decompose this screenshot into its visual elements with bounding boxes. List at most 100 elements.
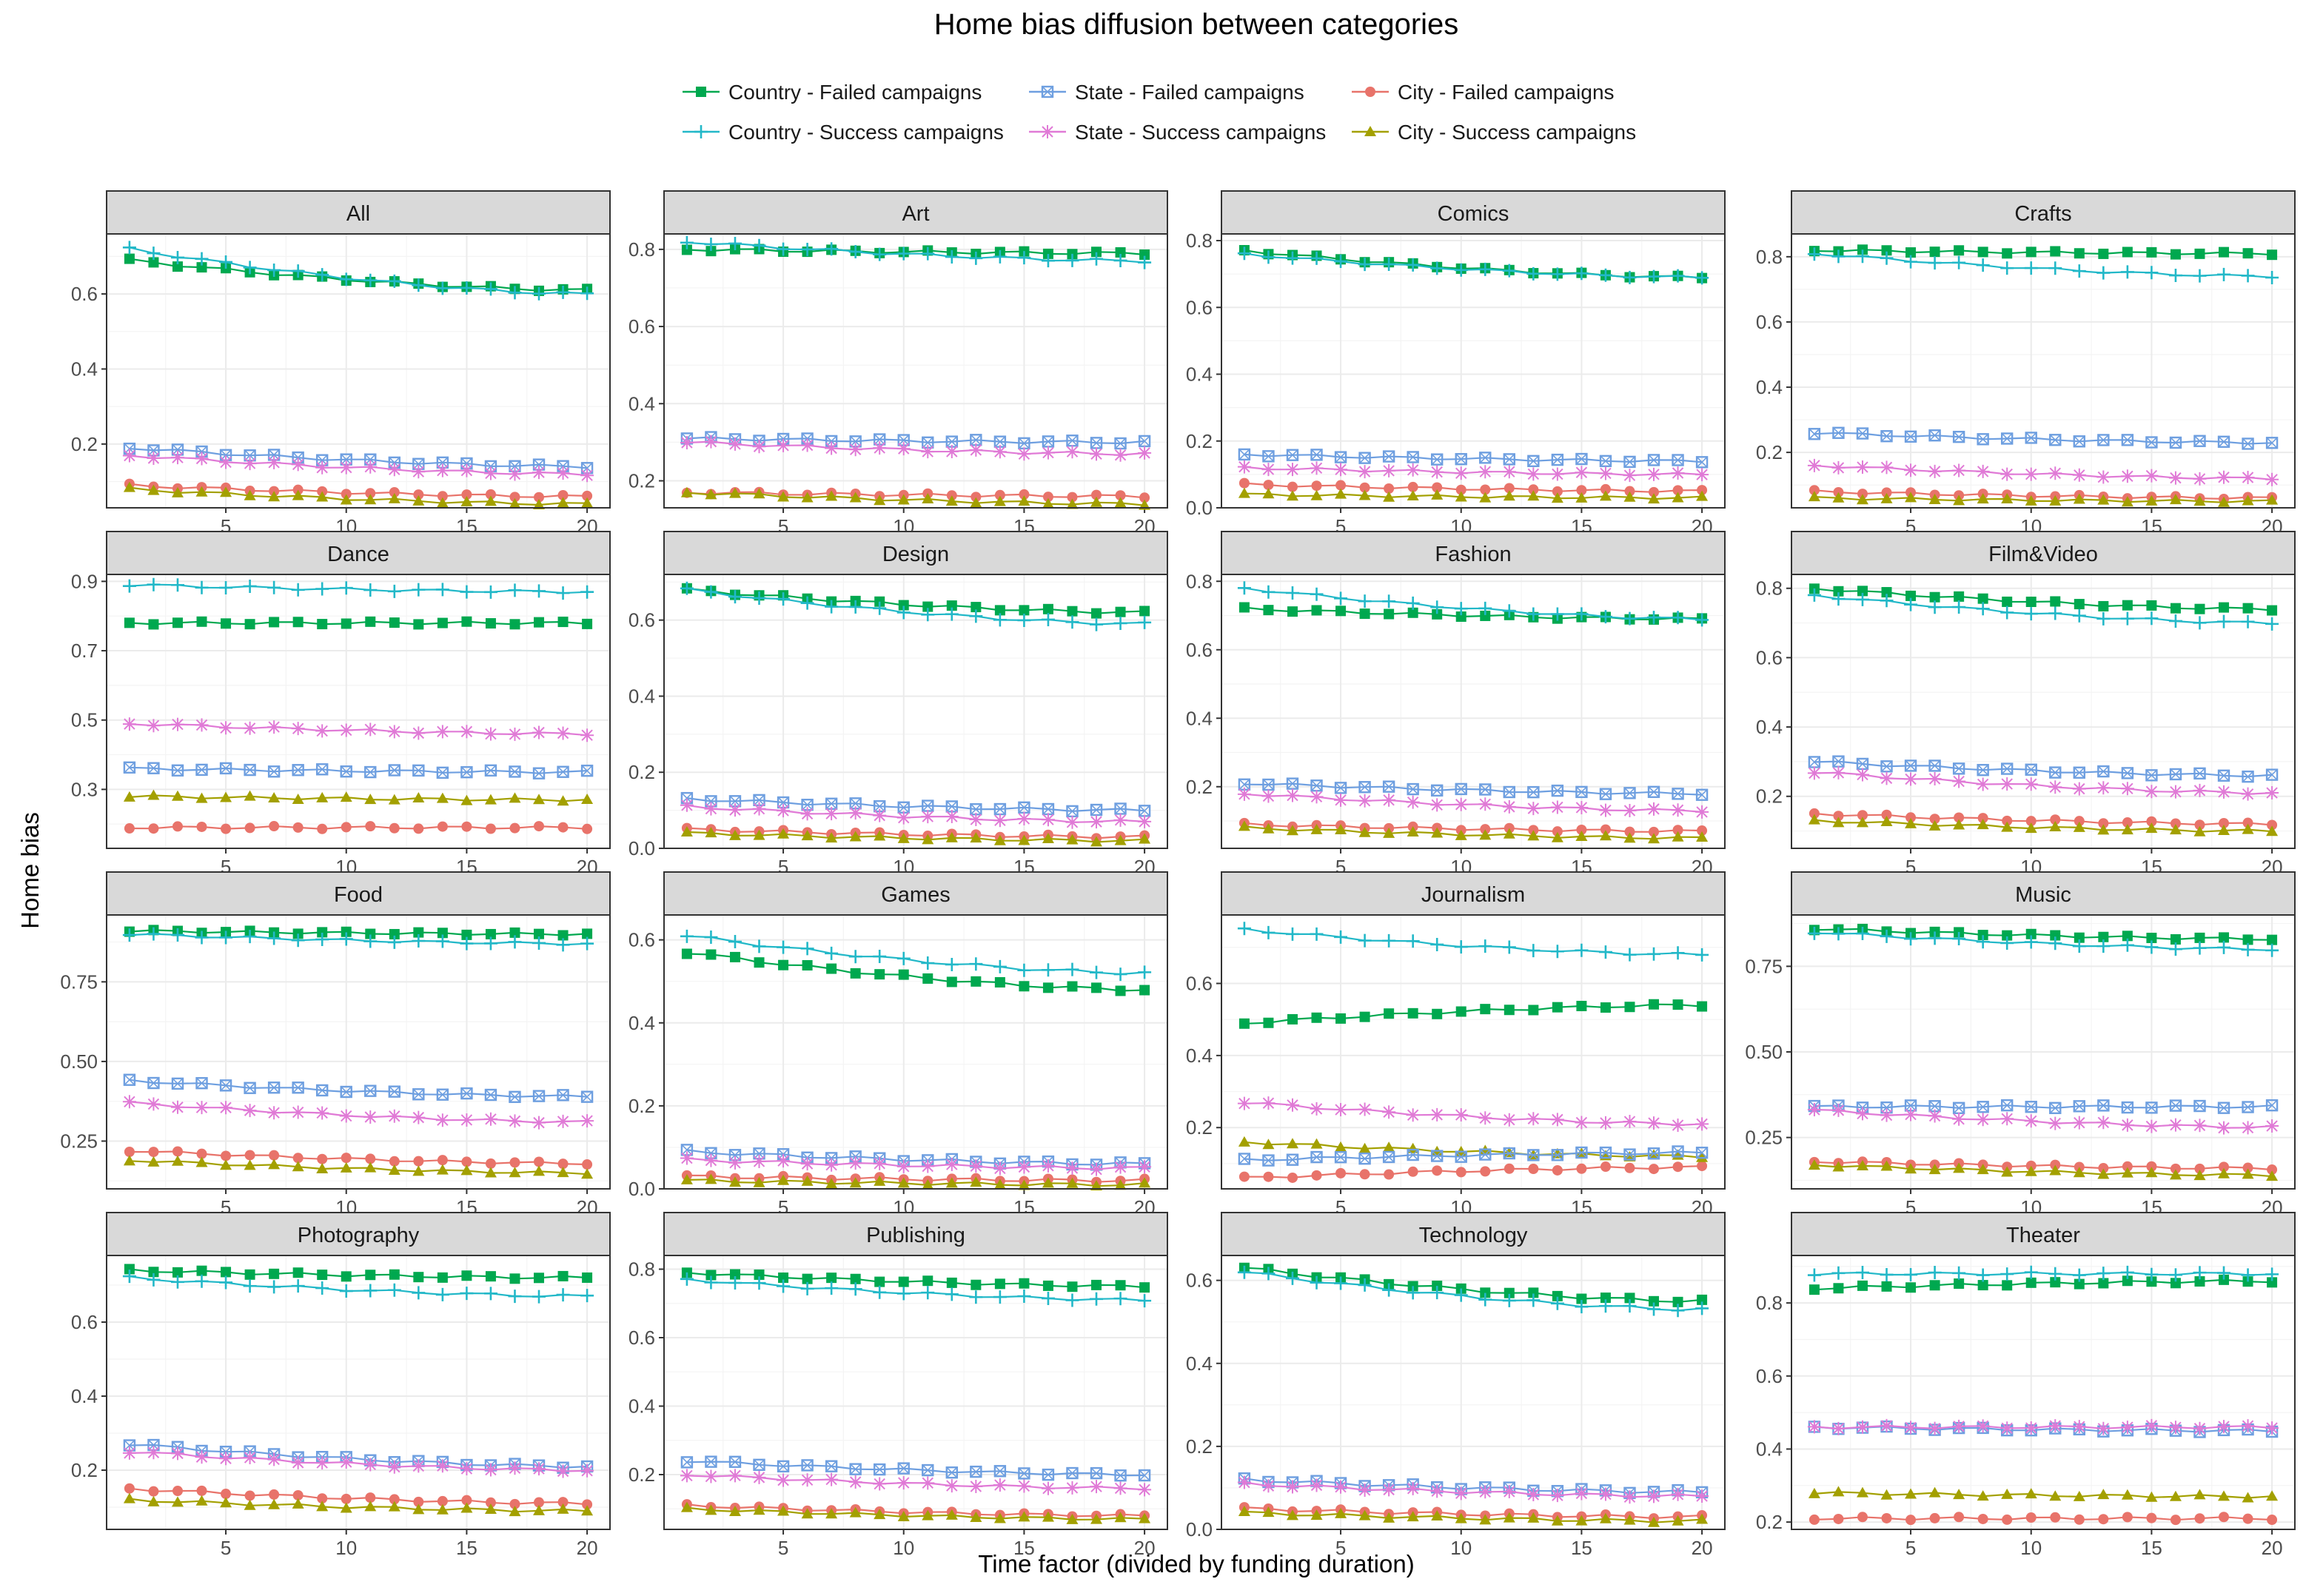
series-cs — [1807, 247, 2279, 284]
data-point — [435, 934, 449, 948]
data-point — [1310, 790, 1324, 804]
data-point — [1454, 1486, 1468, 1501]
series-line — [1814, 432, 2273, 445]
data-point — [340, 1161, 352, 1173]
data-point — [1598, 466, 1612, 480]
data-point — [1384, 608, 1395, 620]
data-point — [2049, 766, 2062, 779]
data-point — [2267, 1277, 2278, 1288]
data-point — [315, 460, 329, 475]
data-point — [1807, 588, 1821, 602]
data-point — [172, 261, 183, 272]
data-point — [1551, 492, 1563, 503]
data-point — [2241, 1121, 2255, 1135]
data-point — [1905, 1282, 1917, 1293]
data-point — [2000, 1099, 2014, 1112]
data-point — [1382, 450, 1395, 463]
data-point — [1407, 1007, 1418, 1019]
data-point — [292, 1489, 304, 1501]
data-point — [387, 1283, 401, 1297]
data-point — [1528, 1164, 1539, 1175]
data-point — [848, 600, 862, 614]
data-point — [1455, 1006, 1466, 1017]
data-point — [1881, 245, 1892, 256]
data-point — [1502, 264, 1516, 278]
data-point — [777, 1154, 791, 1168]
data-point — [2169, 494, 2182, 505]
facet-strip — [106, 531, 611, 575]
data-point — [993, 814, 1007, 828]
data-point — [1671, 1304, 1685, 1318]
data-point — [2193, 1421, 2207, 1435]
data-point — [122, 717, 136, 731]
data-point — [921, 956, 935, 970]
legend-item-ss: State - Success campaigns — [1029, 121, 1326, 144]
data-point — [2267, 819, 2278, 831]
y-tick-label: 0.4 — [628, 1012, 655, 1034]
data-point — [363, 1110, 378, 1124]
data-point — [2266, 1170, 2279, 1181]
data-point — [1502, 465, 1516, 479]
data-point — [2000, 762, 2014, 775]
data-point — [172, 1267, 183, 1278]
series-cs — [1237, 581, 1709, 627]
data-point — [485, 1158, 496, 1169]
data-point — [1138, 1160, 1152, 1174]
data-point — [1695, 948, 1709, 962]
data-point — [971, 976, 982, 987]
data-point — [219, 455, 233, 469]
data-point — [1407, 481, 1418, 492]
data-point — [1286, 825, 1298, 836]
data-point — [2219, 247, 2230, 258]
data-point — [1262, 488, 1275, 499]
data-point — [1807, 766, 1821, 780]
data-point — [1238, 820, 1250, 831]
data-point — [2265, 472, 2279, 486]
data-point — [704, 802, 718, 816]
data-point — [1455, 491, 1467, 502]
series-line — [1244, 1141, 1703, 1159]
data-point — [389, 822, 400, 834]
data-point — [1017, 613, 1031, 627]
data-point — [1382, 257, 1396, 271]
data-point — [1114, 834, 1127, 845]
data-point — [1382, 793, 1396, 807]
data-point — [1503, 828, 1515, 839]
x-tick-label: 10 — [1450, 1537, 1472, 1559]
data-point — [969, 1479, 983, 1493]
data-point — [1382, 933, 1396, 948]
data-point — [389, 928, 400, 939]
data-point — [170, 578, 184, 592]
data-point — [1552, 1164, 1563, 1176]
data-point — [2145, 1491, 2158, 1502]
data-point — [1928, 1421, 1942, 1435]
data-point — [752, 440, 766, 454]
legend-key-square — [696, 87, 706, 97]
data-point — [1334, 1480, 1348, 1494]
data-point — [1114, 1179, 1127, 1190]
data-point — [848, 1282, 862, 1296]
data-point — [2122, 1161, 2133, 1172]
legend-label: City - Failed campaigns — [1398, 81, 1615, 104]
data-point — [1695, 456, 1709, 469]
data-point — [1697, 1001, 1708, 1012]
data-point — [1430, 937, 1444, 951]
data-point — [147, 1446, 161, 1460]
data-point — [340, 791, 352, 802]
data-point — [848, 245, 862, 259]
data-point — [1041, 1481, 1055, 1495]
y-tick-label: 0.7 — [71, 640, 98, 662]
data-point — [922, 1509, 934, 1520]
data-point — [1904, 1267, 1918, 1281]
data-point — [2218, 825, 2230, 836]
data-point — [1526, 1488, 1541, 1502]
data-point — [2096, 611, 2111, 626]
data-point — [1066, 1466, 1079, 1480]
data-point — [873, 1463, 886, 1476]
data-point — [557, 795, 569, 806]
data-point — [1672, 1145, 1684, 1158]
data-point — [534, 1156, 545, 1167]
data-point — [1598, 1299, 1612, 1313]
data-point — [2002, 815, 2013, 826]
